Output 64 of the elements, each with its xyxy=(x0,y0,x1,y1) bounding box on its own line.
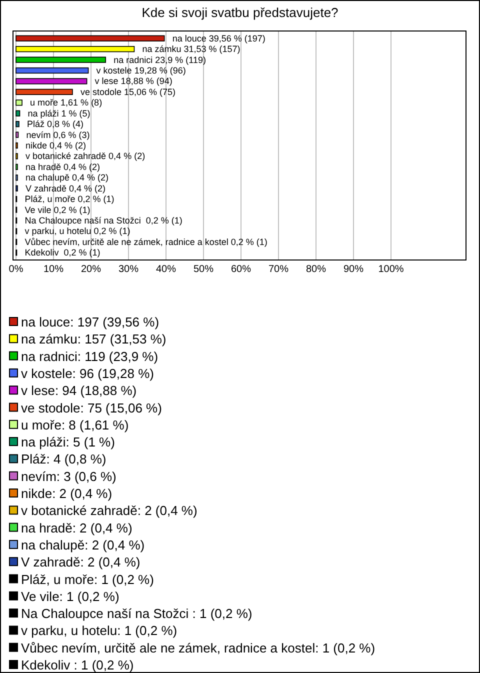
bar xyxy=(16,35,165,42)
x-tick-label: 0% xyxy=(8,264,24,275)
data-label: Kdekoliv 0,2 % (1) xyxy=(24,248,100,258)
bar xyxy=(16,100,22,106)
data-label: Vůbec nevím, určitě ale ne zámek, radnice a kostel 0,2 % (1) xyxy=(24,236,268,247)
text: Na Chaloupce naší na Stožci : 1 (0,2 %) xyxy=(21,606,252,622)
text: v lese: 94 (18,88 %) xyxy=(21,383,137,398)
text: Kdekoliv : 1 (0,2 %) xyxy=(21,658,134,672)
x-tick-label: 100% xyxy=(378,264,404,275)
x-tick-label: 30% xyxy=(118,264,139,275)
bar xyxy=(16,132,19,138)
data-label: Na Chaloupce naší na Stožci 0,2 % (1) xyxy=(24,216,182,226)
x-tick-label: 60% xyxy=(230,264,252,275)
data-label: v lese 18,88 % (94) xyxy=(94,76,172,86)
text: v kostele: 96 (19,28 %) xyxy=(21,366,154,381)
data-label: Pláž 0,8 % (4) xyxy=(27,119,84,130)
x-tick-label: 40% xyxy=(156,264,176,275)
data-label: na zámku 31,53 % (157) xyxy=(142,44,240,54)
data-label: na pláži 1 % (5) xyxy=(28,108,90,118)
data-label: V zahradě 0,4 % (2) xyxy=(26,183,106,194)
x-tick-label: 20% xyxy=(80,264,102,275)
text: ve stodole: 75 (15,06 %) xyxy=(21,400,162,416)
x-tick-label: 70% xyxy=(268,264,289,275)
bar xyxy=(16,110,20,116)
text: Ve vile: 1 (0,2 %) xyxy=(21,588,120,604)
text: Pláž, u moře: 1 (0,2 %) xyxy=(21,572,154,587)
x-tick-label: 90% xyxy=(343,264,364,275)
text: u moře: 8 (1,61 %) xyxy=(21,417,129,432)
data-label: Ve vile 0,2 % (1) xyxy=(24,204,90,215)
data-label: nevím 0,6 % (3) xyxy=(26,130,90,140)
text: na chalupě: 2 (0,4 %) xyxy=(21,537,145,552)
bar xyxy=(16,46,135,52)
data-label: na radnici 23,9 % (119) xyxy=(114,54,206,65)
text: V zahradě: 2 (0,4 %) xyxy=(21,554,140,570)
x-tick-label: 10% xyxy=(43,264,64,275)
bar xyxy=(16,78,88,84)
text: na pláži: 5 (1 %) xyxy=(21,434,115,450)
chart-title: Kde si svoji svatbu představujete? xyxy=(142,5,338,20)
bar xyxy=(16,56,106,63)
data-label: ve stodole 15,06 % (75) xyxy=(80,86,176,97)
text: v parku, u hotelu: 1 (0,2 %) xyxy=(21,623,178,638)
data-label: Pláž, u moře 0,2 % (1) xyxy=(24,194,114,204)
text: nevím: 3 (0,6 %) xyxy=(21,468,116,484)
bar xyxy=(16,88,73,96)
data-label: nikde 0,4 % (2) xyxy=(26,140,86,150)
data-label: v botanické zahradě 0,4 % (2) xyxy=(26,151,146,162)
data-label: na louce 39,56 % (197) xyxy=(172,33,266,44)
x-tick-label: 50% xyxy=(193,264,214,275)
x-tick-label: 80% xyxy=(306,264,326,275)
text: nikde: 2 (0,4 %) xyxy=(21,486,112,501)
text: v botanické zahradě: 2 (0,4 %) xyxy=(21,503,198,518)
data-label: na chalupě 0,4 % (2) xyxy=(26,172,109,183)
bar xyxy=(16,120,20,128)
text: na radnici: 119 (23,9 %) xyxy=(21,348,158,364)
text: Pláž: 4 (0,8 %) xyxy=(21,452,106,467)
data-label: na hradě 0,4 % (2) xyxy=(26,162,100,172)
text: na zámku: 157 (31,53 %) xyxy=(21,332,166,347)
data-label: v parku, u hotelu 0,2 % (1) xyxy=(24,226,130,236)
bar xyxy=(16,67,89,74)
data-label: u moře 1,61 % (8) xyxy=(30,98,102,108)
text: na louce: 197 (39,56 %) xyxy=(21,314,160,330)
data-label: v kostele 19,28 % (96) xyxy=(96,66,186,76)
text: Vůbec nevím, určitě ale ne zámek, radnice a kostel: 1 (0,2 %) xyxy=(21,640,376,656)
text: na hradě: 2 (0,4 %) xyxy=(21,520,132,536)
